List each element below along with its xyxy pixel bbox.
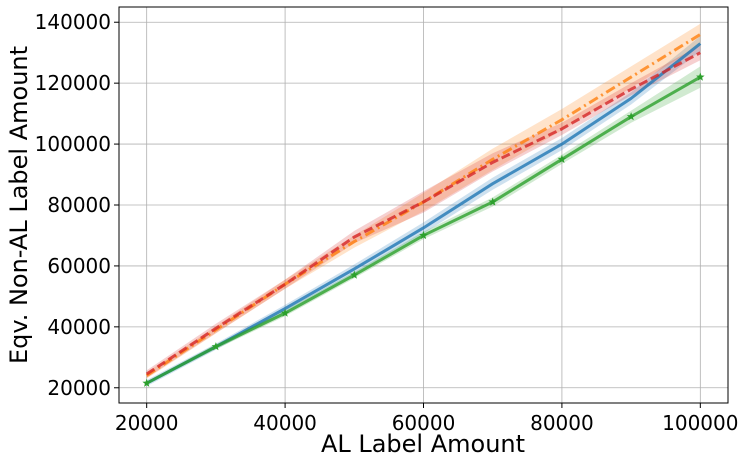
y-axis-ticks: 20000 40000 60000 80000 100000 120000 140000 bbox=[35, 10, 119, 400]
series-markers bbox=[142, 72, 705, 387]
x-tick-label: 20000 bbox=[115, 411, 179, 435]
y-tick-label: 140000 bbox=[35, 10, 111, 34]
series-3-point bbox=[350, 270, 359, 279]
series-3-point bbox=[280, 308, 290, 317]
y-tick-label: 40000 bbox=[47, 315, 111, 339]
series-3-point bbox=[488, 197, 497, 206]
series-2-line bbox=[145, 51, 702, 376]
series-3-point bbox=[419, 230, 428, 240]
series-3-point bbox=[142, 378, 151, 387]
series-3-point bbox=[557, 154, 567, 163]
x-tick-label: 40000 bbox=[253, 411, 317, 435]
y-tick-label: 80000 bbox=[47, 193, 111, 217]
y-tick-label: 20000 bbox=[47, 376, 111, 400]
grid-lines bbox=[119, 7, 728, 403]
x-axis-label: AL Label Amount bbox=[321, 430, 525, 458]
y-tick-label: 120000 bbox=[35, 71, 111, 95]
x-tick-label: 100000 bbox=[662, 411, 738, 435]
y-tick-label: 60000 bbox=[47, 254, 111, 278]
x-tick-label: 60000 bbox=[392, 411, 456, 435]
y-tick-label: 100000 bbox=[35, 132, 111, 156]
series-3-point bbox=[211, 342, 221, 351]
x-axis-ticks: 20000 40000 60000 80000 100000 bbox=[115, 403, 738, 435]
x-tick-label: 80000 bbox=[530, 411, 594, 435]
series-0-band bbox=[146, 35, 701, 387]
series-3-point bbox=[696, 72, 705, 81]
y-axis-label: Eqv. Non-AL Label Amount bbox=[5, 46, 33, 364]
series-3-point bbox=[626, 112, 636, 121]
